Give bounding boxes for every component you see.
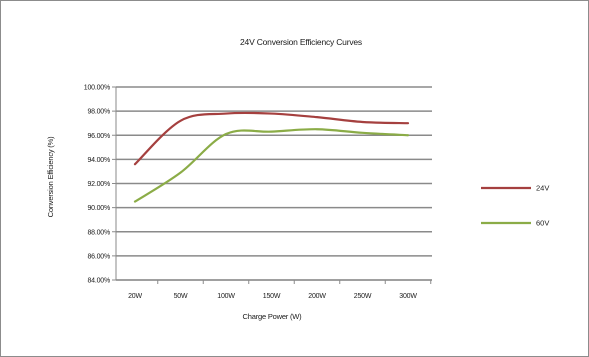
x-tick-label: 20W [128,293,142,300]
y-tick-label: 98.00% [87,109,110,116]
x-tick-label: 300W [399,293,417,300]
y-axis-title: Conversion Efficiency (%) [46,136,55,217]
chart-title: 24V Conversion Efficiency Curves [240,37,362,47]
x-tick-label: 150W [263,293,281,300]
x-tick-label: 250W [354,293,372,300]
y-tick-label: 94.00% [87,157,110,164]
y-tick-label: 92.00% [87,181,110,188]
x-axis-title: Charge Power (W) [243,312,303,321]
series-line-24V [133,111,410,166]
y-tick-label: 96.00% [87,133,110,140]
series-lines [133,111,410,203]
series-line-60V [133,128,410,203]
y-axis-ticks: 84.00% 86.00% 88.00% 90.00% 92.00% 94.00% 96.0… [84,85,116,285]
x-axis-ticks: 20W 50W 100W 150W 200W 250W 300W [128,280,432,300]
legend: 24V 60V [481,184,549,228]
y-tick-label: 100.00% [84,85,110,92]
y-tick-label: 84.00% [87,278,110,285]
x-tick-label: 200W [308,293,326,300]
y-tick-label: 88.00% [87,229,110,236]
x-tick-label: 50W [174,293,188,300]
y-tick-label: 90.00% [87,205,110,212]
legend-label: 60V [536,219,549,228]
x-tick-label: 100W [217,293,235,300]
y-tick-label: 86.00% [87,253,110,260]
legend-label: 24V [536,184,549,193]
